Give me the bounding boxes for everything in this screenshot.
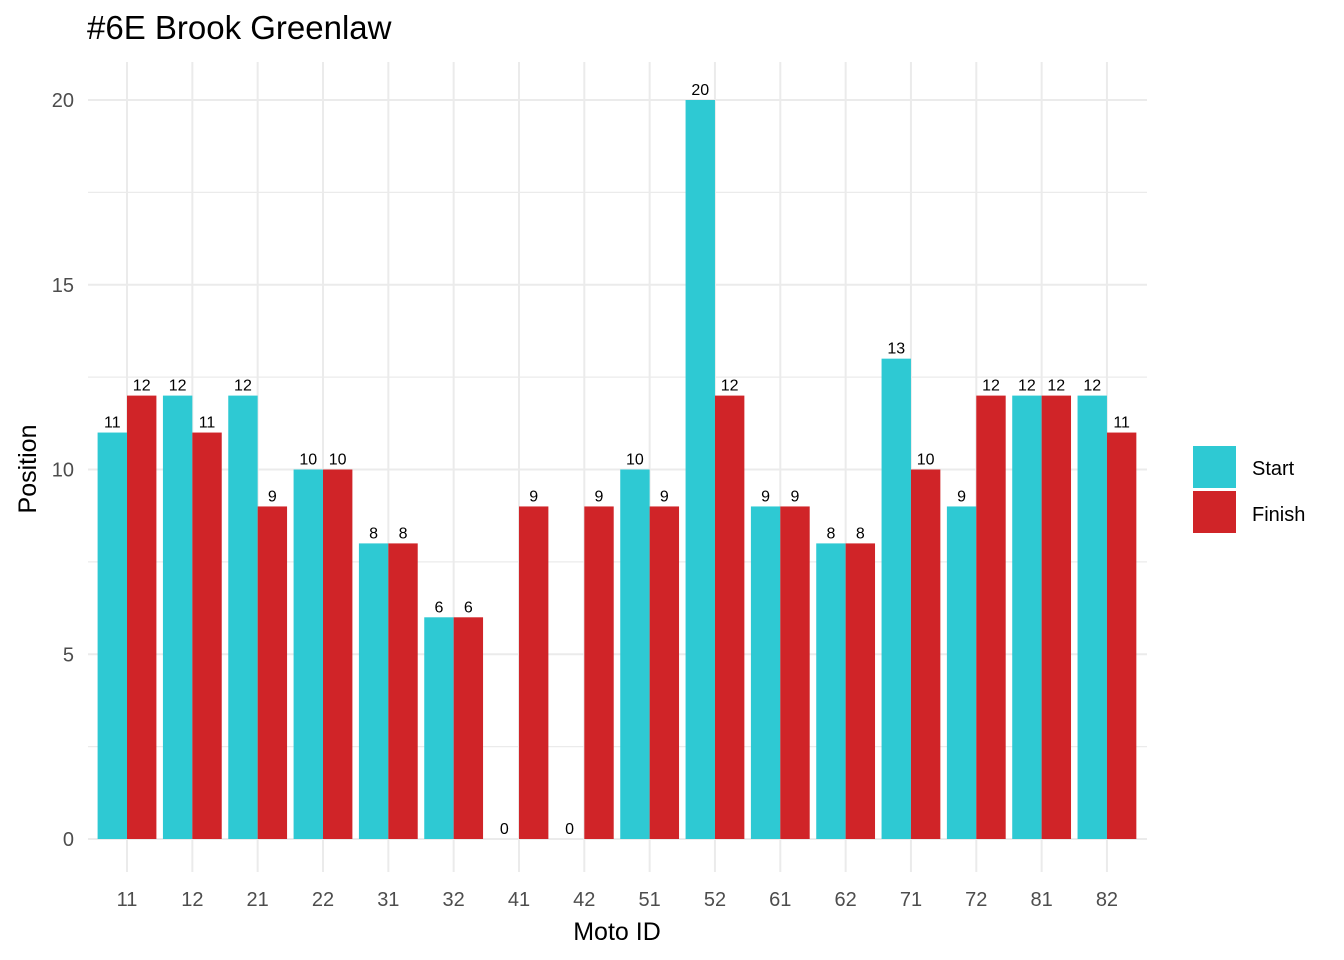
bar-label-finish-12: 11 [199, 415, 216, 432]
bar-label-start-81: 12 [1018, 378, 1036, 395]
bar-finish-51 [649, 506, 680, 839]
bar-label-finish-31: 8 [399, 525, 408, 542]
bar-label-start-72: 9 [957, 488, 966, 505]
bar-start-21 [228, 395, 258, 839]
bar-label-start-11: 11 [104, 415, 121, 432]
bar-label-finish-82: 11 [1113, 415, 1130, 432]
bar-label-finish-61: 9 [791, 488, 800, 505]
bar-label-start-42: 0 [565, 821, 574, 838]
legend: Start Finish [1193, 446, 1305, 533]
x-tick-label: 82 [1096, 889, 1118, 911]
bar-label-start-82: 12 [1083, 378, 1101, 395]
x-tick-label: 42 [573, 889, 595, 911]
bar-finish-41 [518, 506, 549, 839]
bar-label-finish-51: 9 [660, 488, 669, 505]
bar-start-32 [424, 617, 454, 839]
x-axis-tick-labels: 11 12 21 22 31 32 41 42 51 52 61 62 71 72 81 82 [117, 889, 1118, 911]
y-axis-title: Position [14, 425, 42, 514]
bar-label-finish-81: 12 [1047, 378, 1065, 395]
x-tick-label: 21 [247, 889, 269, 911]
bar-start-31 [358, 543, 389, 839]
x-tick-label: 81 [1030, 889, 1052, 911]
legend-label-finish: Finish [1252, 504, 1305, 526]
x-tick-label: 41 [508, 889, 530, 911]
bar-start-12 [162, 395, 193, 839]
bar-label-start-62: 8 [826, 525, 835, 542]
legend-key-start [1193, 446, 1236, 488]
x-tick-label: 12 [181, 889, 203, 911]
bar-finish-81 [1041, 395, 1072, 839]
legend-key-finish [1193, 491, 1236, 533]
bar-finish-12 [192, 432, 222, 839]
bar-finish-72 [976, 395, 1006, 839]
bar-finish-62 [845, 543, 876, 839]
bar-label-start-22: 10 [299, 452, 317, 469]
bar-label-start-12: 12 [169, 378, 187, 395]
bar-label-start-32: 6 [434, 599, 443, 616]
bar-finish-31 [388, 543, 418, 839]
bar-finish-61 [780, 506, 810, 839]
bar-start-82 [1077, 395, 1107, 839]
x-tick-label: 62 [835, 889, 857, 911]
x-tick-label: 61 [769, 889, 791, 911]
bar-start-52 [685, 100, 715, 839]
bar-label-finish-52: 12 [721, 378, 739, 395]
y-tick-label: 10 [52, 460, 74, 482]
bar-start-51 [620, 469, 650, 839]
bar-label-start-61: 9 [761, 488, 770, 505]
bar-finish-32 [453, 617, 484, 839]
bar-start-22 [293, 469, 323, 839]
bars [97, 100, 1137, 839]
bar-label-finish-72: 12 [982, 378, 1000, 395]
bar-finish-52 [714, 395, 745, 839]
bar-start-62 [816, 543, 846, 839]
x-tick-label: 32 [443, 889, 465, 911]
x-tick-label: 11 [117, 889, 138, 911]
bar-finish-71 [910, 469, 941, 839]
y-axis-tick-labels: 0 5 10 15 20 [52, 90, 74, 851]
bar-finish-82 [1106, 432, 1137, 839]
x-tick-label: 22 [312, 889, 334, 911]
x-tick-label: 52 [704, 889, 726, 911]
bar-finish-22 [322, 469, 353, 839]
bar-label-start-21: 12 [234, 378, 252, 395]
bar-label-finish-71: 10 [917, 452, 935, 469]
bar-label-finish-42: 9 [595, 488, 604, 505]
bar-label-start-31: 8 [369, 525, 378, 542]
y-tick-label: 0 [63, 829, 74, 851]
y-tick-label: 15 [52, 275, 74, 297]
x-tick-label: 72 [965, 889, 987, 911]
bar-finish-42 [584, 506, 614, 839]
legend-label-start: Start [1252, 458, 1295, 480]
bar-value-labels: 11 12 12 11 12 9 10 10 8 8 6 6 0 9 0 9 10 9 20 12 9 9 8 8 13 10 9 1… [104, 82, 1130, 838]
bar-label-finish-11: 12 [133, 378, 151, 395]
chart-title: #6E Brook Greenlaw [87, 9, 392, 46]
bar-label-start-51: 10 [626, 452, 644, 469]
bar-label-finish-22: 10 [329, 452, 347, 469]
bar-start-61 [750, 506, 781, 839]
bar-start-11 [97, 432, 127, 839]
bar-label-start-41: 0 [500, 821, 509, 838]
x-axis-title: Moto ID [573, 918, 661, 946]
bar-start-81 [1012, 395, 1042, 839]
bar-label-start-71: 13 [887, 341, 905, 358]
bar-label-finish-41: 9 [529, 488, 538, 505]
x-tick-label: 71 [900, 889, 922, 911]
bar-label-start-52: 20 [691, 82, 709, 99]
bar-start-71 [881, 358, 911, 839]
y-tick-label: 20 [52, 90, 74, 112]
x-tick-label: 51 [639, 889, 661, 911]
bar-finish-21 [257, 506, 288, 839]
x-tick-label: 31 [377, 889, 399, 911]
bar-finish-11 [127, 395, 157, 839]
bar-start-72 [946, 506, 977, 839]
bar-label-finish-32: 6 [464, 599, 473, 616]
bar-label-finish-62: 8 [856, 525, 865, 542]
y-tick-label: 5 [63, 644, 74, 666]
bar-label-finish-21: 9 [268, 488, 277, 505]
